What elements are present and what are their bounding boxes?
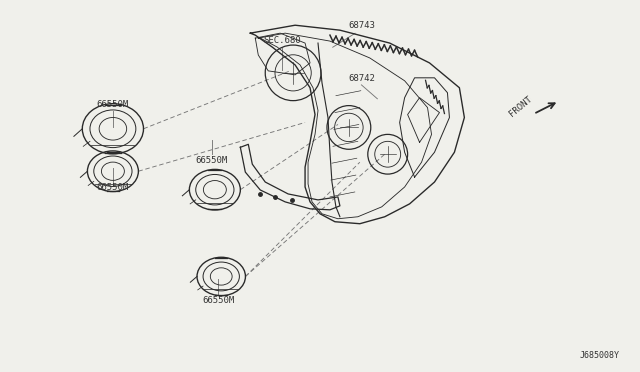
Text: 66550M: 66550M (97, 100, 129, 109)
Text: 66550M: 66550M (97, 183, 129, 192)
Text: 68742: 68742 (348, 74, 375, 83)
Text: FRONT: FRONT (508, 94, 534, 119)
Text: 66550M: 66550M (202, 296, 234, 305)
Text: 66550M: 66550M (196, 155, 228, 165)
Text: 68743: 68743 (348, 21, 375, 30)
Text: SEC.680: SEC.680 (263, 36, 301, 45)
Text: J685008Y: J685008Y (579, 351, 620, 360)
